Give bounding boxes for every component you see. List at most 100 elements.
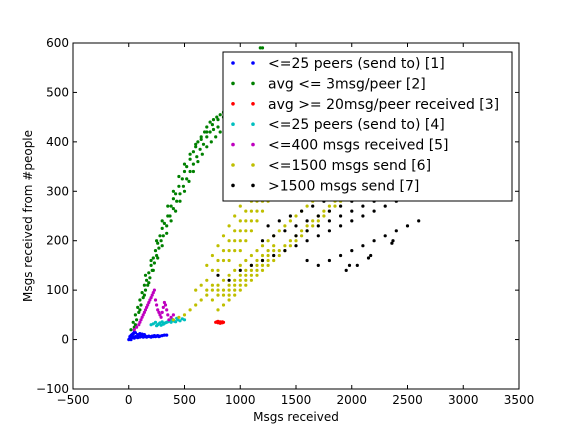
data-point-series-6 xyxy=(210,298,214,302)
data-point-series-7 xyxy=(294,234,298,238)
data-point-series-6 xyxy=(221,293,226,297)
data-point-series-6 xyxy=(227,293,231,297)
data-point-series-5 xyxy=(155,303,159,307)
data-point-series-7 xyxy=(311,204,315,208)
data-point-series-1 xyxy=(132,331,136,335)
data-point-series-7 xyxy=(372,239,376,243)
legend-marker xyxy=(251,102,255,106)
data-point-series-6 xyxy=(221,258,226,263)
x-tick-label: 2500 xyxy=(392,393,423,407)
data-point-series-6 xyxy=(233,283,237,287)
data-point-series-6 xyxy=(238,204,242,208)
legend-marker xyxy=(251,142,255,147)
data-point-series-6 xyxy=(244,209,248,213)
data-point-series-7 xyxy=(390,241,394,245)
x-tick-label: 500 xyxy=(173,393,196,407)
data-point-series-2 xyxy=(145,278,149,282)
x-tick-label: 1500 xyxy=(281,393,312,407)
data-point-series-2 xyxy=(133,323,137,327)
data-point-series-6 xyxy=(210,268,214,272)
data-point-series-2 xyxy=(159,239,163,243)
data-point-series-2 xyxy=(162,221,166,225)
data-point-series-6 xyxy=(216,288,220,292)
data-point-series-5 xyxy=(138,320,142,324)
x-tick-label: −500 xyxy=(57,393,90,407)
data-point-series-5 xyxy=(171,313,175,317)
data-point-series-2 xyxy=(152,261,156,265)
data-point-series-7 xyxy=(366,256,371,260)
data-point-series-5 xyxy=(147,300,151,305)
data-point-series-6 xyxy=(277,253,281,258)
data-point-series-6 xyxy=(266,239,270,243)
legend-marker xyxy=(251,183,255,188)
data-point-series-7 xyxy=(316,234,320,238)
data-point-series-5 xyxy=(167,318,171,322)
data-point-series-6 xyxy=(216,268,220,272)
data-point-series-2 xyxy=(196,140,200,144)
data-point-series-2 xyxy=(156,256,160,260)
data-point-series-2 xyxy=(171,189,175,193)
data-point-series-6 xyxy=(260,253,265,258)
data-point-series-6 xyxy=(205,278,209,282)
data-point-series-6 xyxy=(221,288,226,292)
data-point-series-6 xyxy=(311,224,315,228)
data-point-series-6 xyxy=(238,283,242,287)
legend-label: <=400 msgs received [5] xyxy=(268,138,449,154)
data-point-series-6 xyxy=(255,273,259,277)
data-point-series-2 xyxy=(180,177,184,181)
data-point-series-2 xyxy=(188,157,192,161)
data-point-series-6 xyxy=(177,315,181,319)
data-point-series-6 xyxy=(188,308,192,312)
data-point-series-6 xyxy=(300,234,304,238)
data-point-series-2 xyxy=(208,130,212,134)
data-point-series-5 xyxy=(158,313,162,317)
data-point-series-6 xyxy=(277,229,281,233)
data-point-series-6 xyxy=(210,288,214,292)
data-point-series-2 xyxy=(182,169,187,174)
data-point-series-2 xyxy=(181,184,185,188)
data-point-series-6 xyxy=(244,219,248,223)
data-point-series-2 xyxy=(166,204,170,208)
data-point-series-2 xyxy=(194,145,198,149)
data-point-series-2 xyxy=(200,152,204,156)
data-point-series-2 xyxy=(155,239,159,243)
data-point-series-5 xyxy=(152,288,156,292)
data-point-series-2 xyxy=(199,135,203,139)
data-point-series-6 xyxy=(238,219,242,223)
data-point-series-6 xyxy=(255,219,259,223)
data-point-series-2 xyxy=(182,162,187,166)
data-point-series-2 xyxy=(191,169,195,174)
data-point-series-2 xyxy=(142,293,146,297)
data-point-series-7 xyxy=(300,209,304,213)
data-point-series-6 xyxy=(322,214,326,218)
data-point-series-2 xyxy=(185,177,189,181)
data-point-series-7 xyxy=(339,214,343,218)
data-point-series-2 xyxy=(177,174,181,179)
data-point-series-2 xyxy=(129,328,133,332)
data-point-series-5 xyxy=(163,303,168,307)
data-point-series-5 xyxy=(156,308,160,312)
data-point-series-7 xyxy=(288,214,292,218)
data-point-series-2 xyxy=(218,130,222,134)
y-tick-label: 300 xyxy=(46,184,69,198)
data-point-series-7 xyxy=(260,239,265,243)
data-point-series-7 xyxy=(394,229,398,233)
data-point-series-6 xyxy=(283,244,287,248)
data-point-series-2 xyxy=(141,296,145,300)
data-point-series-2 xyxy=(218,113,222,117)
data-point-series-7 xyxy=(361,214,365,218)
data-point-series-7 xyxy=(294,224,298,228)
data-point-series-7 xyxy=(344,268,348,272)
data-point-series-2 xyxy=(165,224,169,228)
data-point-series-5 xyxy=(162,300,166,305)
data-point-series-6 xyxy=(221,278,226,282)
data-point-series-2 xyxy=(188,152,192,156)
data-point-series-2 xyxy=(166,214,170,218)
legend-marker xyxy=(231,102,235,106)
y-tick-label: −100 xyxy=(36,382,69,396)
data-point-series-6 xyxy=(233,288,237,292)
data-point-series-6 xyxy=(244,278,248,282)
data-point-series-5 xyxy=(160,310,164,314)
data-point-series-2 xyxy=(135,318,139,322)
data-point-series-6 xyxy=(216,283,220,287)
